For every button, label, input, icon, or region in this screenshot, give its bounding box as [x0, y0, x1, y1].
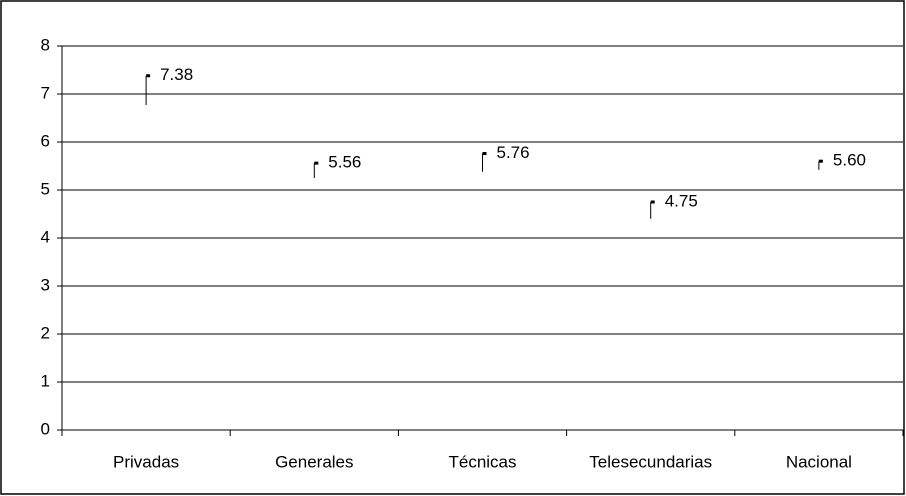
data-label: 5.60 [833, 151, 866, 170]
data-label: 5.76 [497, 143, 530, 162]
y-tick-label: 6 [41, 131, 50, 150]
y-tick-label: 1 [41, 371, 50, 390]
y-tick-label: 4 [41, 227, 50, 246]
y-tick-label: 2 [41, 323, 50, 342]
x-tick-label: Nacional [786, 452, 852, 471]
y-tick-label: 7 [41, 83, 50, 102]
data-label: 5.56 [328, 153, 361, 172]
y-tick-label: 5 [41, 179, 50, 198]
y-tick-label: 3 [41, 275, 50, 294]
data-label: 7.38 [160, 65, 193, 84]
x-tick-label: Generales [275, 452, 353, 471]
x-tick-label: Técnicas [448, 452, 516, 471]
y-tick-label: 0 [41, 419, 50, 438]
x-tick-label: Privadas [113, 452, 179, 471]
y-tick-label: 8 [41, 35, 50, 54]
x-tick-label: Telesecundarias [589, 452, 712, 471]
data-label: 4.75 [665, 191, 698, 210]
